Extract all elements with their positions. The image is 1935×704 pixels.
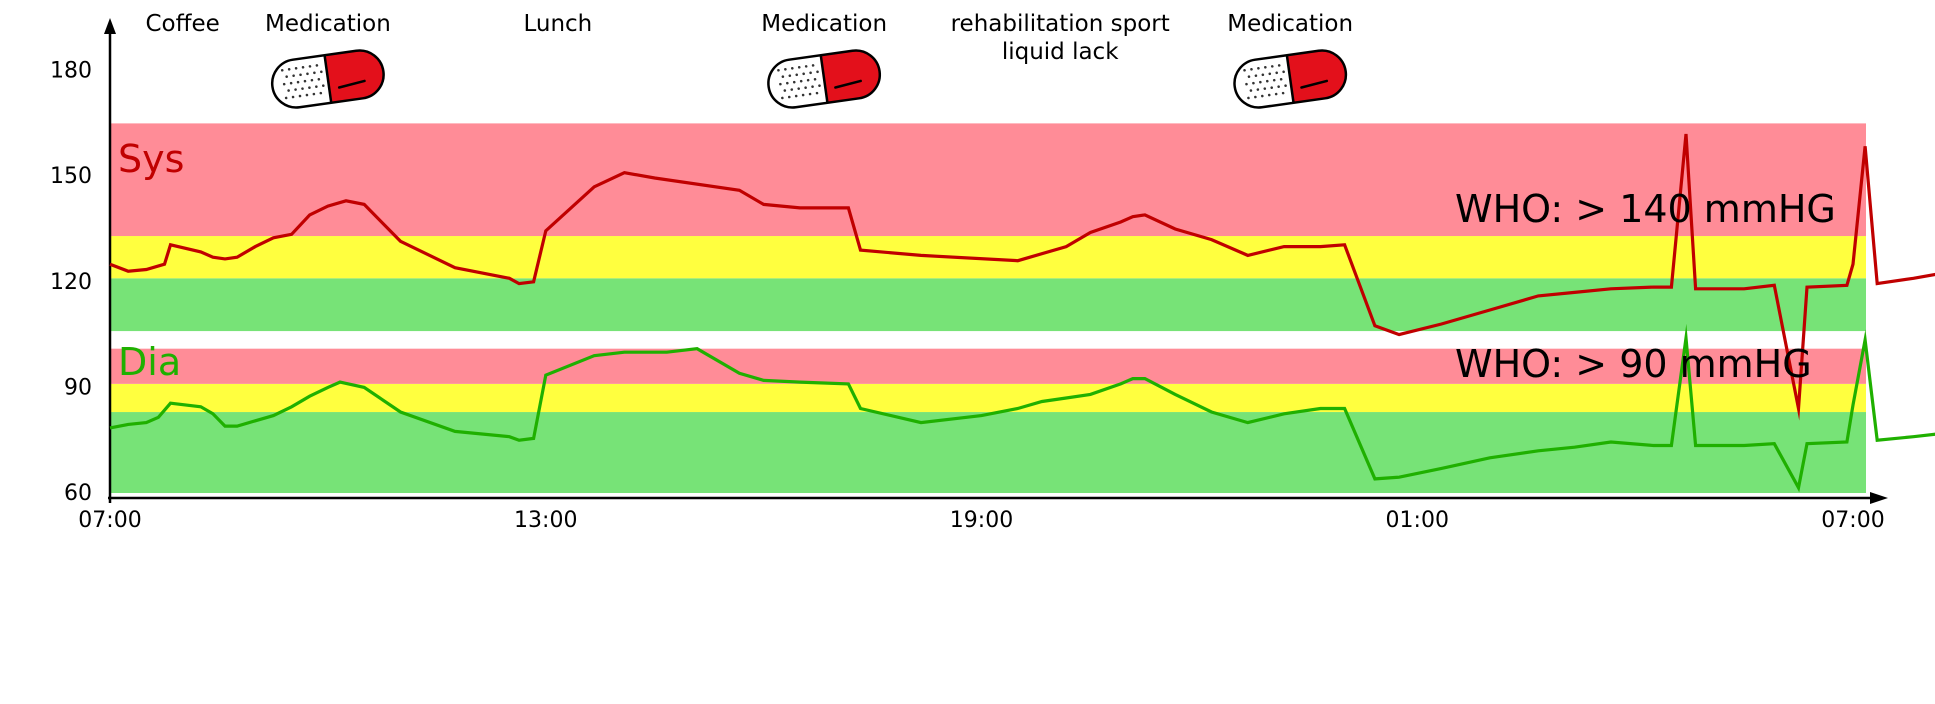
pill-icon (1231, 47, 1349, 111)
x-tick-label: 19:00 (950, 508, 1013, 533)
dia-green-band (111, 412, 1866, 493)
x-tick-label: 01:00 (1386, 508, 1449, 533)
sys-series-line (109, 133, 1935, 421)
who-sys-label: WHO: > 140 mmHG (1455, 187, 1836, 231)
y-tick-label: 60 (64, 481, 92, 506)
threshold-bands (111, 123, 1866, 493)
x-tick-label: 07:00 (1821, 508, 1884, 533)
event-label: Medication (761, 11, 887, 37)
x-axis-arrow (1870, 492, 1888, 504)
x-tick-label: 07:00 (78, 508, 141, 533)
sys-label: Sys (118, 137, 184, 181)
pill-icon (269, 47, 387, 111)
series-labels: Sys Dia WHO: > 140 mmHG WHO: > 90 mmHG (118, 137, 1836, 386)
event-label: Lunch (523, 11, 592, 37)
event-label: Medication (1227, 11, 1353, 37)
sys-green-band (111, 278, 1866, 332)
y-tick-label: 180 (50, 59, 92, 84)
event-label: Coffee (145, 11, 219, 37)
x-tick-label: 13:00 (514, 508, 577, 533)
who-dia-label: WHO: > 90 mmHG (1455, 342, 1812, 386)
dia-red-band (111, 348, 1866, 384)
event-annotations: Coffee Medication Lunch Medication rehabilit… (145, 11, 1353, 111)
series-lines (109, 133, 1935, 493)
dia-series-line (109, 323, 1935, 493)
event-label: rehabilitation sport (951, 11, 1170, 37)
event-label-line2: liquid lack (1002, 39, 1119, 65)
tick-labels: 60 90 120 150 180 07:00 13:00 19:00 01:00 07:00 (50, 59, 1885, 533)
y-tick-label: 90 (64, 375, 92, 400)
sys-red-band (111, 123, 1866, 237)
y-axis-arrow (104, 18, 116, 34)
y-tick-label: 150 (50, 164, 92, 189)
axes (104, 18, 1888, 504)
y-tick-label: 120 (50, 270, 92, 295)
sys-yellow-band (111, 236, 1866, 279)
dia-yellow-band (111, 383, 1866, 413)
event-label: Medication (265, 11, 391, 37)
dia-label: Dia (118, 340, 181, 384)
pill-icon (765, 47, 883, 111)
